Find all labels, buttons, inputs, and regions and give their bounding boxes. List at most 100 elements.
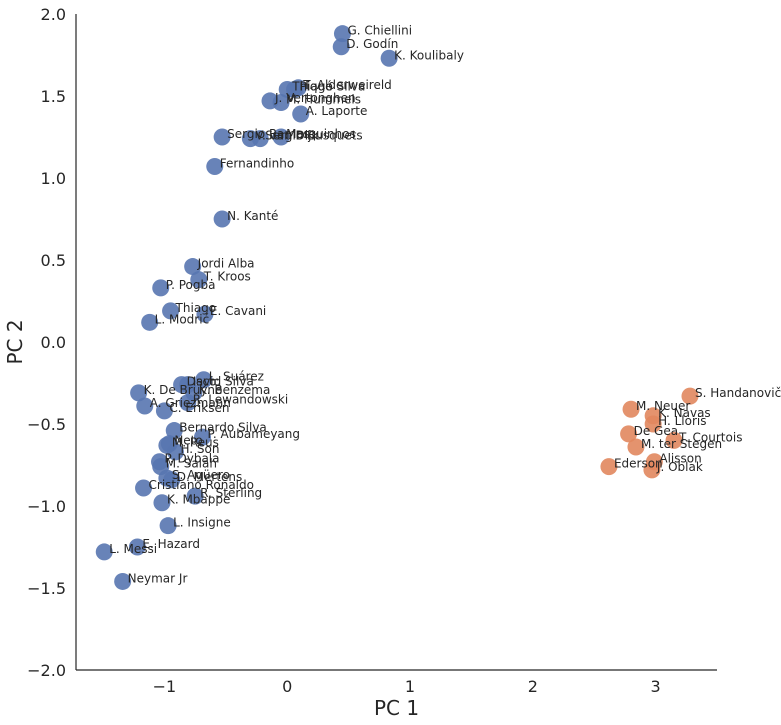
data-point bbox=[135, 479, 153, 497]
y-tick-label: 1.5 bbox=[41, 87, 66, 106]
point-label: K. Benzema bbox=[199, 383, 270, 397]
data-point bbox=[213, 210, 231, 228]
point-label: K. Navas bbox=[658, 406, 711, 420]
point-label: Neto bbox=[174, 434, 202, 448]
data-point bbox=[186, 487, 204, 505]
point-label: P. Pogba bbox=[166, 278, 216, 292]
point-label: Cristiano Ronaldo bbox=[149, 478, 254, 492]
y-tick-label: −1.0 bbox=[27, 497, 66, 516]
point-label: J. Vertonghen bbox=[274, 91, 356, 105]
data-point bbox=[643, 461, 661, 479]
point-label: A. Laporte bbox=[306, 104, 368, 118]
point-label: R. Lewandowski bbox=[193, 393, 288, 407]
point-label: K. Mbappé bbox=[167, 493, 230, 507]
data-point bbox=[130, 384, 148, 402]
point-label: L. Insigne bbox=[173, 516, 231, 530]
data-point bbox=[380, 49, 398, 67]
x-tick-label: −1 bbox=[153, 677, 177, 696]
point-label: Piqué bbox=[300, 79, 333, 93]
data-point bbox=[292, 105, 310, 123]
point-label: E. Cavani bbox=[210, 304, 266, 318]
point-label: H. Lloris bbox=[658, 414, 706, 428]
point-label: K. Koulibaly bbox=[394, 48, 464, 62]
point-label: T. Alderweireld bbox=[302, 78, 392, 92]
point-label: Sergio Ramos bbox=[227, 127, 310, 141]
point-label: Ederson bbox=[614, 457, 663, 471]
y-tick-label: −2.0 bbox=[27, 661, 66, 680]
x-tick-label: 1 bbox=[405, 677, 415, 696]
point-label: M. ter Stegen bbox=[641, 437, 722, 451]
point-label: T. Courtois bbox=[678, 430, 742, 444]
point-label: A. Griezmann bbox=[150, 396, 231, 410]
y-tick-label: −1.5 bbox=[27, 579, 66, 598]
y-ticks: 2.0 1.5 1.0 0.5 0.0 −0.5 −1.0 −1.5 −2.0 bbox=[27, 5, 66, 680]
data-point bbox=[206, 158, 224, 176]
point-label: Jordi Alba bbox=[197, 257, 255, 271]
point-label: T. Kroos bbox=[203, 270, 251, 284]
data-point bbox=[213, 128, 231, 146]
point-label: H. Son bbox=[180, 442, 219, 456]
point-label: L. Suárez bbox=[209, 370, 264, 384]
y-tick-label: 0.5 bbox=[41, 251, 66, 270]
x-tick-label: 3 bbox=[651, 677, 661, 696]
point-label: V. van Dijk bbox=[255, 129, 318, 143]
point-label: R. Sterling bbox=[200, 486, 262, 500]
data-point bbox=[136, 397, 154, 415]
x-ticks: −1 0 1 2 3 bbox=[153, 677, 661, 696]
point-label: David Silva bbox=[187, 375, 254, 389]
point-label: M. Salah bbox=[166, 457, 217, 471]
data-point bbox=[190, 271, 208, 289]
data-point bbox=[272, 128, 290, 146]
point-label: N. Kanté bbox=[227, 209, 278, 223]
point-label: Alisson bbox=[659, 452, 701, 466]
point-label: M. Neuer bbox=[636, 399, 690, 413]
data-point bbox=[184, 258, 202, 276]
data-point bbox=[153, 494, 171, 512]
data-point bbox=[166, 443, 184, 461]
point-label: K. De Bruyne bbox=[144, 383, 223, 397]
data-point bbox=[620, 425, 638, 443]
point-label: M. Hummels bbox=[286, 93, 361, 107]
point-label: E. Hazard bbox=[142, 537, 200, 551]
point-label: P. Dybala bbox=[165, 452, 220, 466]
point-label: P. Aubameyang bbox=[207, 427, 300, 441]
y-axis-title: PC 2 bbox=[3, 319, 27, 364]
x-axis-title: PC 1 bbox=[374, 696, 419, 720]
point-label: J. Oblak bbox=[656, 460, 703, 474]
data-point bbox=[665, 431, 683, 449]
point-label: Marquinhos bbox=[286, 127, 356, 141]
data-point bbox=[159, 517, 177, 535]
data-point bbox=[141, 313, 159, 331]
point-label: Fernandinho bbox=[220, 157, 294, 171]
data-point bbox=[193, 428, 211, 446]
y-tick-label: 0.0 bbox=[41, 333, 66, 352]
data-point bbox=[155, 402, 173, 420]
data-point bbox=[162, 302, 180, 320]
data-point bbox=[332, 38, 350, 56]
point-label: De Gea bbox=[634, 424, 678, 438]
data-point bbox=[622, 400, 640, 418]
point-label: Bernardo Silva bbox=[179, 421, 267, 435]
data-point bbox=[114, 572, 132, 590]
point-label: D. Godín bbox=[346, 37, 398, 51]
data-point bbox=[627, 438, 645, 456]
data-point bbox=[644, 415, 662, 433]
point-label: S. Agüero bbox=[172, 468, 230, 482]
point-label: D. Mertens bbox=[177, 470, 242, 484]
x-tick-label: 0 bbox=[282, 677, 292, 696]
data-point bbox=[241, 130, 259, 148]
data-point bbox=[333, 25, 351, 43]
point-label: Thiago bbox=[175, 301, 217, 315]
y-tick-label: 2.0 bbox=[41, 5, 66, 24]
point-label: S. Handanovič bbox=[695, 386, 781, 400]
data-point bbox=[286, 80, 304, 98]
point-label: G. Chiellini bbox=[347, 24, 412, 38]
axes bbox=[75, 14, 717, 671]
point-label: L. Modrić bbox=[155, 312, 210, 326]
data-point bbox=[600, 458, 618, 476]
data-point bbox=[128, 538, 146, 556]
data-point bbox=[163, 471, 181, 489]
point-label: Neymar Jr bbox=[128, 571, 188, 585]
